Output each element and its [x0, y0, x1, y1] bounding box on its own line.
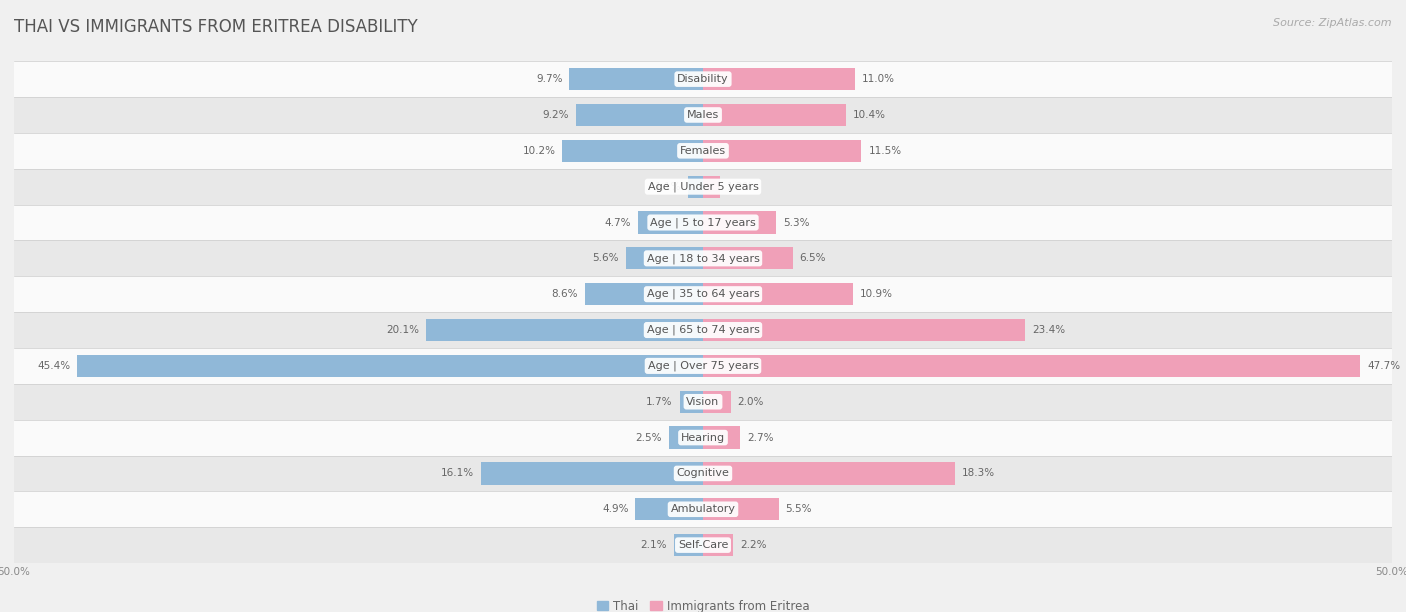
Text: Ambulatory: Ambulatory [671, 504, 735, 514]
Bar [14, 527, 1392, 563]
Bar [14, 384, 1392, 420]
Text: 10.2%: 10.2% [523, 146, 555, 156]
Bar [14, 491, 1392, 527]
Text: Age | 35 to 64 years: Age | 35 to 64 years [647, 289, 759, 299]
Bar [703, 68, 855, 90]
Bar [14, 169, 1392, 204]
Bar [703, 355, 1360, 377]
Bar [562, 140, 703, 162]
Text: 2.2%: 2.2% [740, 540, 766, 550]
Text: 9.2%: 9.2% [543, 110, 569, 120]
Text: Age | 5 to 17 years: Age | 5 to 17 years [650, 217, 756, 228]
Text: 2.1%: 2.1% [641, 540, 668, 550]
Text: 10.4%: 10.4% [853, 110, 886, 120]
Bar [626, 247, 703, 269]
Bar [703, 319, 1025, 341]
Bar [14, 133, 1392, 169]
Text: 1.7%: 1.7% [647, 397, 672, 407]
Text: 8.6%: 8.6% [551, 289, 578, 299]
Text: Males: Males [688, 110, 718, 120]
Text: 18.3%: 18.3% [962, 468, 995, 479]
Text: 11.5%: 11.5% [869, 146, 901, 156]
Text: Hearing: Hearing [681, 433, 725, 442]
Text: Age | Over 75 years: Age | Over 75 years [648, 360, 758, 371]
Text: 5.6%: 5.6% [592, 253, 619, 263]
Bar [703, 534, 734, 556]
Text: Self-Care: Self-Care [678, 540, 728, 550]
Text: 4.7%: 4.7% [605, 217, 631, 228]
Text: 2.5%: 2.5% [636, 433, 662, 442]
Bar [576, 104, 703, 126]
Text: Age | 18 to 34 years: Age | 18 to 34 years [647, 253, 759, 264]
Text: 23.4%: 23.4% [1032, 325, 1066, 335]
Bar [703, 498, 779, 520]
Text: 45.4%: 45.4% [38, 361, 70, 371]
Text: Cognitive: Cognitive [676, 468, 730, 479]
Bar [638, 211, 703, 234]
Bar [77, 355, 703, 377]
Bar [426, 319, 703, 341]
Bar [703, 390, 731, 413]
Text: 47.7%: 47.7% [1367, 361, 1400, 371]
Bar [703, 427, 740, 449]
Bar [636, 498, 703, 520]
Bar [703, 211, 776, 234]
Bar [703, 247, 793, 269]
Text: 5.3%: 5.3% [783, 217, 810, 228]
Text: 1.1%: 1.1% [654, 182, 681, 192]
Bar [673, 534, 703, 556]
Bar [703, 140, 862, 162]
Text: Age | 65 to 74 years: Age | 65 to 74 years [647, 325, 759, 335]
Bar [703, 104, 846, 126]
Bar [688, 176, 703, 198]
Text: Females: Females [681, 146, 725, 156]
Text: 16.1%: 16.1% [441, 468, 474, 479]
Bar [703, 176, 720, 198]
Bar [14, 312, 1392, 348]
Text: 9.7%: 9.7% [536, 74, 562, 84]
Text: THAI VS IMMIGRANTS FROM ERITREA DISABILITY: THAI VS IMMIGRANTS FROM ERITREA DISABILI… [14, 18, 418, 36]
Text: 11.0%: 11.0% [862, 74, 894, 84]
Bar [481, 462, 703, 485]
Bar [703, 283, 853, 305]
Bar [669, 427, 703, 449]
Legend: Thai, Immigrants from Eritrea: Thai, Immigrants from Eritrea [592, 595, 814, 612]
Text: Disability: Disability [678, 74, 728, 84]
Bar [14, 61, 1392, 97]
Bar [679, 390, 703, 413]
Text: 6.5%: 6.5% [800, 253, 825, 263]
Text: 10.9%: 10.9% [860, 289, 893, 299]
Bar [14, 276, 1392, 312]
Text: Age | Under 5 years: Age | Under 5 years [648, 181, 758, 192]
Bar [569, 68, 703, 90]
Bar [14, 455, 1392, 491]
Text: Source: ZipAtlas.com: Source: ZipAtlas.com [1274, 18, 1392, 28]
Text: 2.7%: 2.7% [747, 433, 773, 442]
Text: 2.0%: 2.0% [738, 397, 763, 407]
Text: 4.9%: 4.9% [602, 504, 628, 514]
Bar [14, 420, 1392, 455]
Bar [585, 283, 703, 305]
Bar [14, 348, 1392, 384]
Bar [14, 97, 1392, 133]
Text: Vision: Vision [686, 397, 720, 407]
Text: 5.5%: 5.5% [786, 504, 813, 514]
Bar [14, 204, 1392, 241]
Bar [14, 241, 1392, 276]
Text: 1.2%: 1.2% [727, 182, 754, 192]
Bar [703, 462, 955, 485]
Text: 20.1%: 20.1% [387, 325, 419, 335]
